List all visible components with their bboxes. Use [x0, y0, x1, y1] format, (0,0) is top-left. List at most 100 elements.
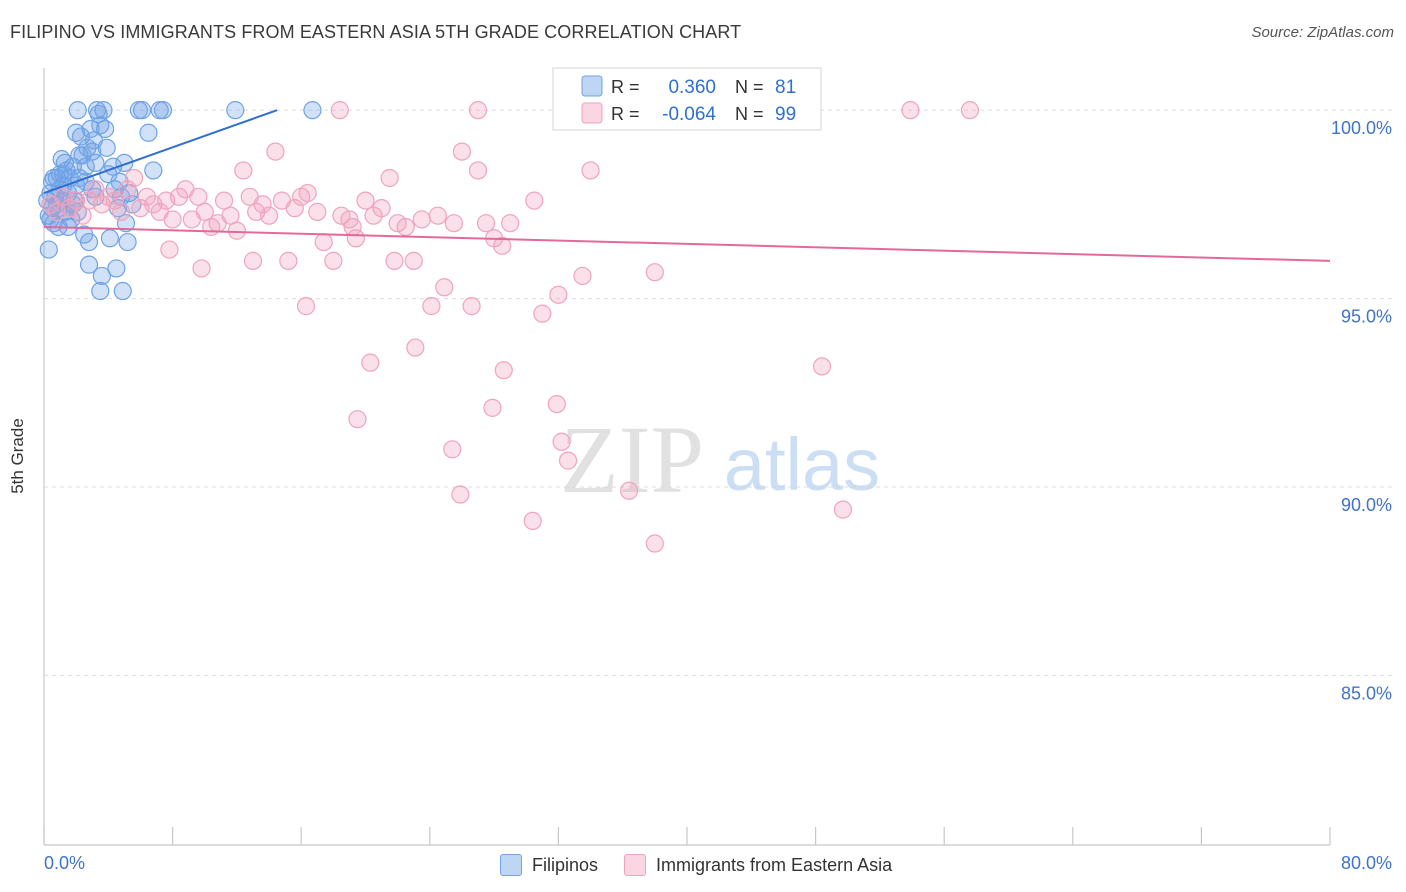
eastern-asia-point — [118, 180, 137, 199]
eastern-asia-point — [346, 229, 365, 248]
eastern-asia-point — [385, 251, 404, 270]
eastern-asia-point — [493, 236, 512, 255]
stats-r-value-eastern-asia: -0.064 — [662, 104, 716, 125]
eastern-asia-point — [412, 210, 431, 229]
eastern-asia-point — [428, 206, 447, 225]
eastern-asia-point — [324, 251, 343, 270]
tick-labels: 100.0% 95.0% 90.0% 85.0% 0.0% 80.0% — [44, 118, 1392, 873]
eastern-asia-point — [404, 251, 423, 270]
watermark-atlas: atlas — [724, 423, 880, 506]
filipinos-point — [91, 281, 110, 301]
eastern-asia-point — [308, 202, 327, 221]
filipinos-point — [113, 281, 132, 301]
legend-label-eastern-asia: Immigrants from Eastern Asia — [656, 854, 893, 875]
filipinos-point — [54, 165, 73, 184]
eastern-asia-point — [169, 187, 189, 206]
filipinos-point — [100, 229, 120, 248]
eastern-asia-point — [372, 199, 391, 218]
eastern-asia-point — [581, 161, 600, 180]
stats-n-value-filipinos: 81 — [775, 77, 796, 98]
filipinos-point — [81, 119, 100, 139]
filipinos-point — [226, 101, 245, 120]
eastern-asia-point — [105, 191, 124, 210]
eastern-asia-point — [645, 263, 664, 282]
eastern-asia-point — [160, 240, 179, 259]
filipinos-point — [39, 240, 58, 259]
eastern-asia-point — [558, 451, 578, 470]
eastern-asia-point — [67, 191, 86, 210]
eastern-asia-point — [468, 101, 488, 120]
filipinos-point — [118, 232, 137, 252]
y-tick-label: 95.0% — [1341, 307, 1392, 327]
legend-label-filipinos: Filipinos — [532, 854, 599, 875]
eastern-asia-point — [195, 202, 214, 221]
stats-n-label: N = — [735, 77, 764, 97]
filipinos-point — [79, 255, 99, 274]
eastern-asia-point — [549, 285, 568, 304]
eastern-asia-point — [259, 206, 279, 225]
filipinos-point — [92, 266, 111, 286]
eastern-asia-point — [285, 199, 304, 218]
eastern-asia-point — [348, 410, 367, 429]
eastern-asia-point — [314, 232, 333, 252]
stats-swatch-filipinos — [581, 75, 603, 97]
filipinos-point — [132, 101, 152, 120]
eastern-asia-point — [356, 191, 375, 210]
eastern-asia-point — [227, 221, 246, 240]
filipinos-point — [97, 138, 116, 157]
filipinos-point — [70, 146, 89, 165]
eastern-asia-point — [137, 187, 156, 206]
filipinos-point — [44, 168, 63, 188]
x-tick-label-min: 0.0% — [44, 853, 85, 873]
stats-r-label: R = — [611, 77, 640, 97]
legend-swatch-eastern-asia — [624, 854, 647, 876]
eastern-asia-point — [406, 338, 425, 357]
filipinos-point — [153, 101, 173, 120]
stats-r-label: R = — [611, 104, 640, 124]
eastern-asia-point — [124, 168, 144, 188]
filipinos-point — [303, 101, 322, 120]
eastern-asia-point — [163, 210, 182, 229]
eastern-asia-point — [343, 217, 362, 237]
eastern-asia-point — [221, 206, 240, 225]
eastern-asia-point — [494, 361, 513, 380]
y-tick-label: 100.0% — [1331, 118, 1392, 138]
filipinos-point — [94, 101, 113, 120]
eastern-asia-points — [41, 101, 980, 553]
eastern-asia-point — [573, 266, 592, 286]
eastern-asia-point — [552, 432, 571, 451]
eastern-asia-point — [298, 183, 317, 203]
legend-item-filipinos[interactable]: Filipinos — [500, 854, 598, 876]
eastern-asia-point — [396, 217, 415, 237]
eastern-asia-point — [451, 485, 470, 504]
eastern-asia-point — [234, 161, 253, 180]
eastern-asia-point — [361, 353, 380, 372]
eastern-asia-point — [462, 297, 481, 316]
eastern-asia-point — [422, 297, 441, 316]
filipinos-trend-line — [43, 109, 278, 194]
filipinos-point — [79, 232, 99, 252]
filipinos-point — [144, 161, 163, 180]
filipinos-point — [68, 101, 87, 120]
eastern-asia-point — [547, 394, 566, 414]
eastern-asia-point — [483, 398, 502, 417]
eastern-asia-point — [645, 534, 664, 553]
filipinos-point — [95, 119, 115, 139]
eastern-asia-point — [266, 142, 285, 161]
legend-item-eastern-asia[interactable]: Immigrants from Eastern Asia — [624, 854, 892, 876]
filipinos-point — [139, 123, 158, 142]
eastern-asia-point — [443, 440, 462, 459]
filipinos-point — [115, 153, 134, 173]
stats-r-value-filipinos: 0.360 — [668, 77, 716, 98]
filipinos-point — [107, 259, 126, 278]
eastern-asia-point — [192, 259, 211, 278]
eastern-asia-trend-line — [43, 225, 1331, 262]
trend-lines — [43, 109, 1331, 262]
legend: Filipinos Immigrants from Eastern Asia — [500, 852, 906, 878]
filipinos-point — [116, 214, 136, 233]
watermark: ZIP atlas — [560, 406, 880, 513]
eastern-asia-point — [523, 511, 542, 531]
eastern-asia-point — [620, 481, 639, 500]
stats-n-value-eastern-asia: 99 — [775, 104, 796, 125]
